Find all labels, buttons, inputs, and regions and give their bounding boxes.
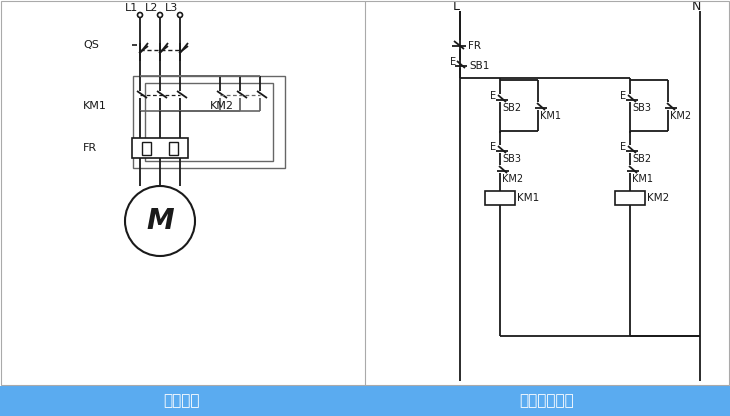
Bar xyxy=(142,142,151,155)
Text: L: L xyxy=(453,0,459,12)
Text: KM2: KM2 xyxy=(210,101,234,111)
Bar xyxy=(365,386,730,416)
Text: SB3: SB3 xyxy=(502,154,521,164)
Text: KM1: KM1 xyxy=(632,174,653,184)
Text: E: E xyxy=(490,142,496,152)
Text: L2: L2 xyxy=(145,3,158,13)
Bar xyxy=(485,191,515,205)
Text: E: E xyxy=(490,91,496,101)
Text: KM2: KM2 xyxy=(502,174,523,184)
Text: 主回路图: 主回路图 xyxy=(164,394,200,409)
Text: E: E xyxy=(620,142,626,152)
Bar xyxy=(615,191,645,205)
Text: N: N xyxy=(691,0,701,12)
Text: E: E xyxy=(620,91,626,101)
Text: SB3: SB3 xyxy=(632,103,651,113)
Text: L3: L3 xyxy=(166,3,179,13)
Text: E: E xyxy=(450,57,456,67)
Text: 控制回路图纸: 控制回路图纸 xyxy=(520,394,575,409)
Text: M: M xyxy=(146,207,174,235)
Text: KM1: KM1 xyxy=(83,101,107,111)
Bar xyxy=(132,138,188,158)
Text: KM1: KM1 xyxy=(517,193,539,203)
Text: SB1: SB1 xyxy=(469,61,489,71)
Bar xyxy=(145,83,273,161)
Bar xyxy=(133,76,285,168)
Text: KM2: KM2 xyxy=(647,193,669,203)
Text: QS: QS xyxy=(83,40,99,50)
Text: SB2: SB2 xyxy=(502,103,521,113)
Text: FR: FR xyxy=(468,41,481,51)
Text: L1: L1 xyxy=(126,3,139,13)
Text: FR: FR xyxy=(83,143,97,153)
Text: SB2: SB2 xyxy=(632,154,651,164)
Text: KM1: KM1 xyxy=(540,111,561,121)
Text: KM2: KM2 xyxy=(670,111,691,121)
Bar xyxy=(169,142,178,155)
Bar xyxy=(0,386,365,416)
